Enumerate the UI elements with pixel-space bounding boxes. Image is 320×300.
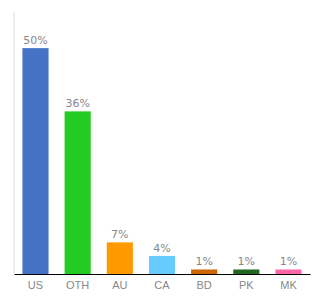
x-tick: AU	[112, 279, 127, 291]
y-axis	[14, 12, 15, 274]
x-tick: CA	[154, 279, 170, 291]
bar	[65, 111, 91, 274]
x-tick: MK	[280, 279, 297, 291]
bar	[191, 269, 217, 274]
x-tick-label: US	[28, 279, 43, 291]
x-tick: US	[28, 279, 43, 291]
x-tick-label: PK	[239, 279, 254, 291]
x-tick-label: MK	[280, 279, 297, 291]
bar	[22, 48, 48, 274]
x-axis: US OTH AU CA BD PK MK	[15, 275, 311, 291]
x-tick-label: OTH	[66, 279, 89, 291]
bar	[233, 269, 259, 274]
x-tick-label: AU	[112, 279, 127, 291]
bar	[149, 256, 175, 274]
x-tick: BD	[197, 279, 212, 291]
data-label: 1%	[280, 255, 297, 268]
x-tick-label: CA	[154, 279, 170, 291]
x-tick: OTH	[66, 279, 89, 291]
plot: US OTH AU CA BD PK MK 50% 36% 7% 4% 1% 1% 1%	[14, 12, 311, 291]
data-label: 1%	[238, 255, 255, 268]
data-label: 1%	[195, 255, 212, 268]
x-tick-label: BD	[197, 279, 212, 291]
bar	[275, 269, 301, 274]
chart: US OTH AU CA BD PK MK 50% 36% 7% 4% 1% 1% 1%	[0, 0, 320, 300]
y-axis-line	[14, 12, 15, 274]
data-label: 4%	[153, 242, 170, 255]
data-labels: 50% 36% 7% 4% 1% 1% 1%	[23, 34, 297, 268]
data-label: 50%	[23, 34, 47, 47]
data-label: 36%	[65, 97, 89, 110]
x-tick: PK	[239, 279, 254, 291]
bars	[22, 48, 301, 274]
data-label: 7%	[111, 228, 128, 241]
x-axis-line	[15, 274, 311, 275]
bar	[107, 242, 133, 274]
